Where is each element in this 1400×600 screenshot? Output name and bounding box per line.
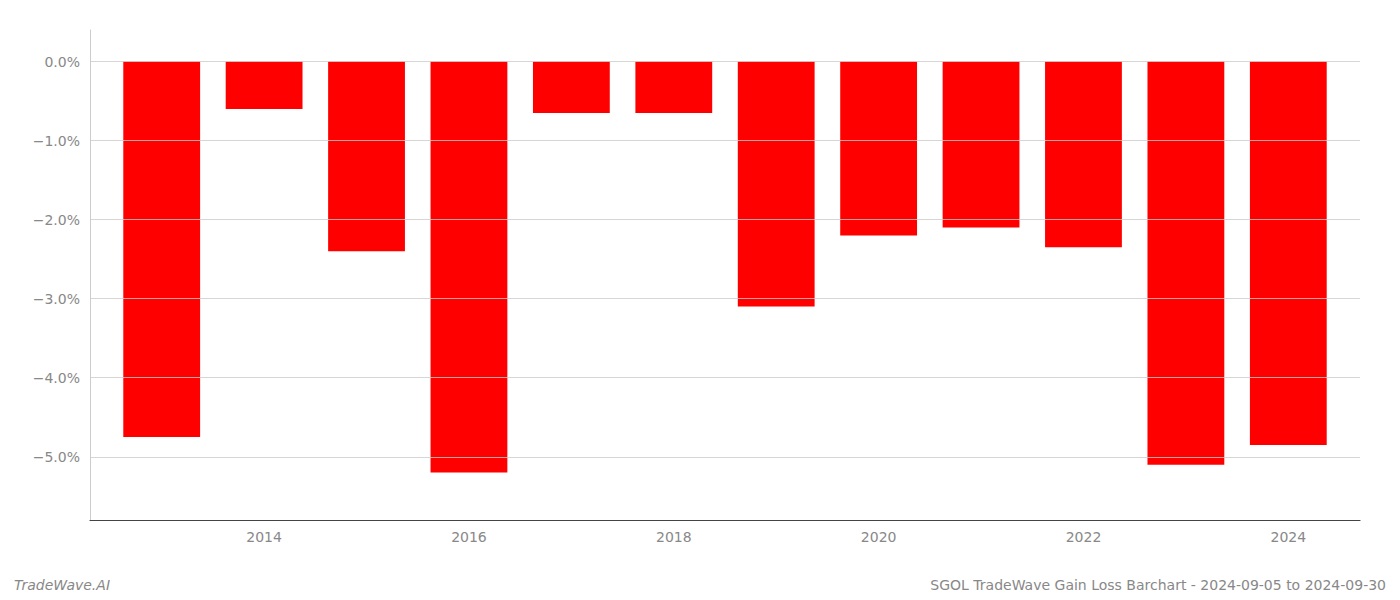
svg-text:−5.0%: −5.0%	[33, 449, 80, 465]
svg-text:2018: 2018	[656, 529, 692, 545]
svg-text:TradeWave.AI: TradeWave.AI	[14, 577, 110, 593]
svg-text:−1.0%: −1.0%	[33, 133, 80, 149]
svg-text:2020: 2020	[861, 529, 897, 545]
svg-text:2014: 2014	[246, 529, 282, 545]
svg-text:2022: 2022	[1066, 529, 1102, 545]
svg-text:0.0%: 0.0%	[44, 54, 80, 70]
svg-text:2024: 2024	[1270, 529, 1306, 545]
svg-text:−3.0%: −3.0%	[33, 291, 80, 307]
svg-text:SGOL TradeWave Gain Loss Barch: SGOL TradeWave Gain Loss Barchart - 2024…	[930, 577, 1386, 593]
svg-text:−4.0%: −4.0%	[33, 370, 80, 386]
svg-text:−2.0%: −2.0%	[33, 212, 80, 228]
svg-text:2016: 2016	[451, 529, 487, 545]
